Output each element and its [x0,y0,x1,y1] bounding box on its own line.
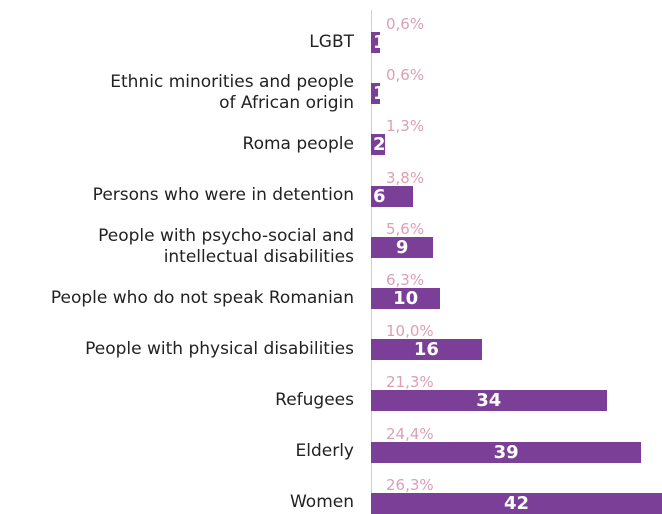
category-label: People who do not speak Romanian [51,288,354,309]
value-label: 34 [476,390,502,412]
percent-label: 0,6% [386,66,425,85]
percent-label: 5,6% [386,219,425,238]
percent-label: 24,4% [386,424,434,443]
category-label-line: Ethnic minorities and people [110,72,354,93]
axis-line [371,10,372,508]
percent-label: 10,0% [386,322,434,341]
category-label-line: People with psycho-social and [98,225,354,246]
bar [371,32,380,53]
percent-label: 0,6% [386,15,425,33]
value-label: 9 [395,236,409,258]
category-label-line: People who do not speak Romanian [50,287,354,308]
bar [371,339,482,361]
bar [371,83,380,105]
category-label: Women [290,492,354,513]
value-label: 1 [373,83,386,105]
bar [371,441,642,463]
category-label-line: Women [289,492,354,513]
category-label-line: intellectual disabilities [163,246,354,267]
percent-label: 6,3% [386,271,425,289]
percent-label: 21,3% [386,373,434,392]
percent-label: 3,8% [386,168,425,187]
value-label: 6 [373,185,386,207]
bar [371,288,441,309]
category-label: Persons who were in detention [93,185,354,206]
bar [371,390,607,412]
value-label: 39 [493,441,519,463]
bar [371,185,413,207]
value-label: 42 [503,492,530,514]
category-label-line: Refugees [275,389,354,410]
category-label-line: Elderly [295,441,355,462]
category-label: People with psycho-social and intellectua… [98,226,354,268]
bar [371,134,385,156]
category-label-line: LGBT [309,31,354,52]
value-label: 10 [393,288,419,309]
category-label: Roma people [243,134,354,155]
bar [371,236,434,258]
category-label: Ethnic minorities and people of African o… [110,72,354,114]
category-label-line: Persons who were in detention [92,185,354,206]
category-label-line: Roma people [242,133,354,154]
category-label: Elderly [296,441,355,462]
value-label: 16 [413,339,439,361]
category-label: Refugees [275,390,354,411]
percent-label: 1,3% [386,117,425,136]
value-label: 2 [373,134,386,156]
category-label-line: of African origin [219,93,354,114]
category-label: People with physical disabilities [85,339,354,360]
category-label: LGBT [309,32,354,53]
category-label-line: People with physical disabilities [85,338,354,359]
percent-label: 26,3% [386,475,434,494]
value-label: 1 [373,32,386,53]
